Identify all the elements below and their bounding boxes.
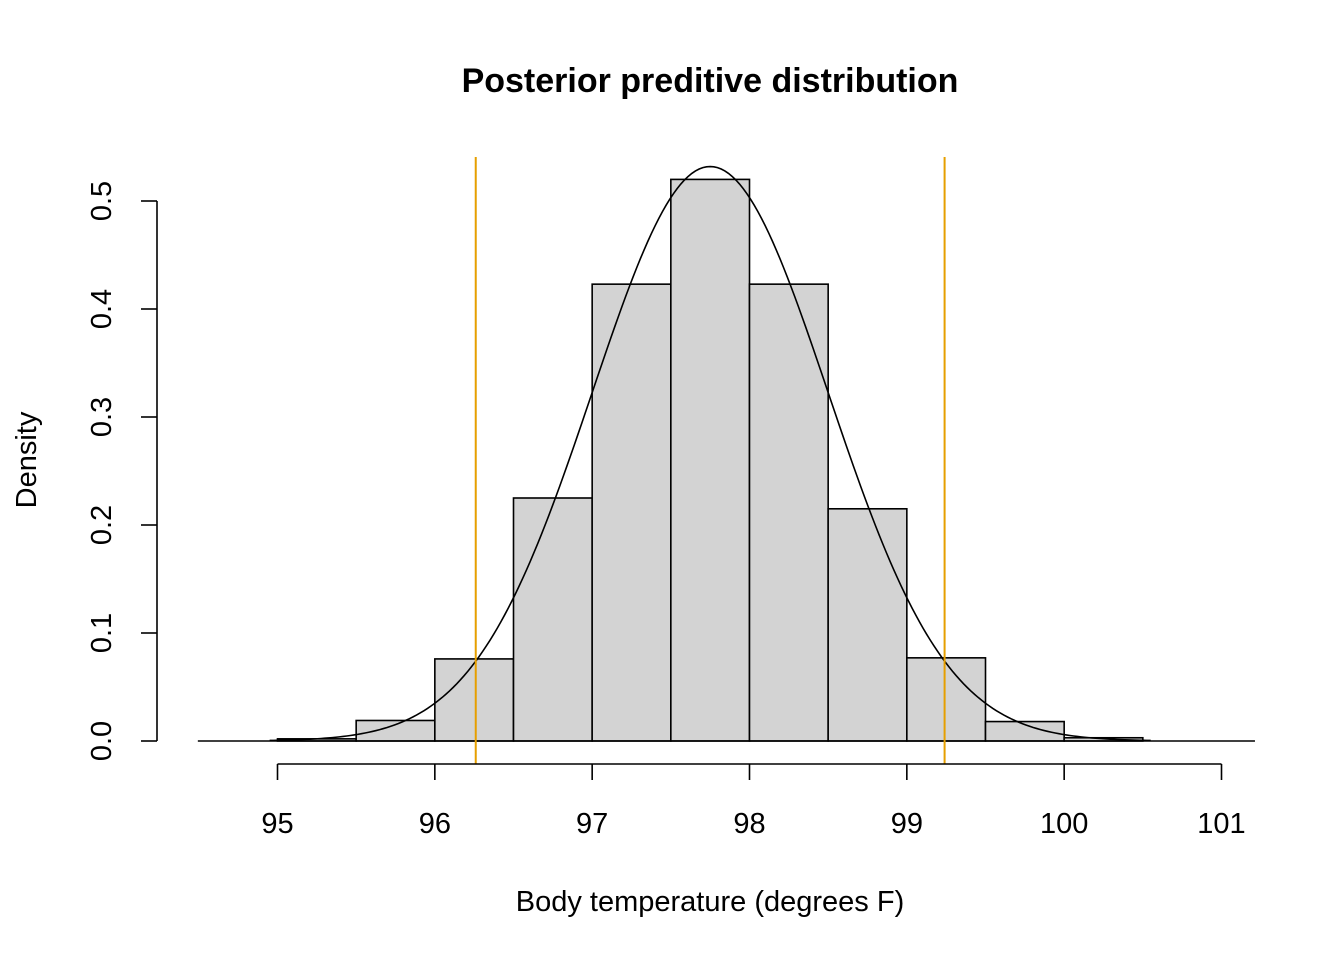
histogram-bar-6 [748, 283, 829, 742]
x-tick-label-3: 98 [733, 808, 765, 840]
density-curve [269, 165, 1151, 742]
x-tick-label-2: 97 [576, 808, 608, 840]
histogram-bars [276, 178, 1144, 742]
interval-lines [474, 157, 946, 764]
x-tick-label-5: 100 [1040, 808, 1088, 840]
x-tick-label-6: 101 [1197, 808, 1245, 840]
y-tick-label-4: 0.4 [86, 289, 118, 329]
y-tick-label-2: 0.2 [86, 505, 118, 545]
histogram-bar-7 [827, 507, 908, 742]
y-tick-label-3: 0.3 [86, 397, 118, 437]
x-tick-label-4: 99 [891, 808, 923, 840]
x-axis: 95 96 97 98 99 100 101 [261, 763, 1246, 840]
histogram-bar-4 [591, 283, 672, 742]
histogram-bar-3 [512, 497, 593, 742]
y-tick-label-1: 0.1 [86, 613, 118, 653]
x-tick-label-1: 96 [419, 808, 451, 840]
y-axis-label: Density [11, 411, 43, 508]
histogram-bar-2 [434, 658, 515, 742]
histogram-bar-8 [906, 657, 987, 742]
histogram-bar-1 [355, 719, 436, 742]
x-axis-label: Body temperature (degrees F) [516, 886, 904, 918]
chart-title: Posterior preditive distribution [462, 62, 959, 100]
y-axis: 0.0 0.1 0.2 0.3 0.4 0.5 [86, 181, 158, 761]
y-tick-label-0: 0.0 [86, 721, 118, 761]
x-tick-label-0: 95 [261, 808, 293, 840]
y-tick-label-5: 0.5 [86, 181, 118, 221]
histogram-bar-5 [670, 178, 751, 742]
